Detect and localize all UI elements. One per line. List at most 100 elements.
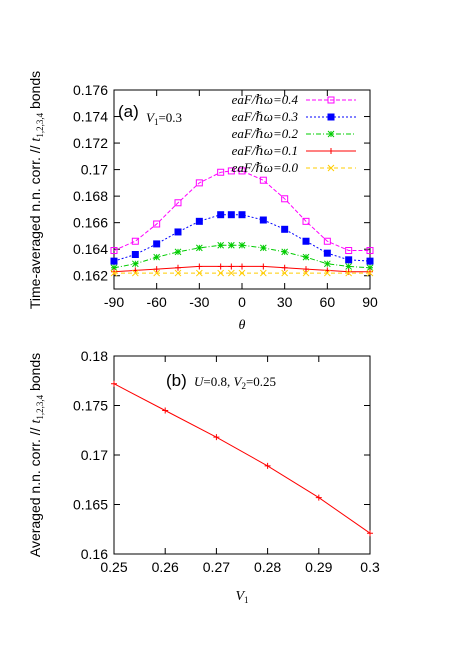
panel-a-series-0-point	[227, 167, 235, 175]
panel-a-series-3-point	[153, 266, 160, 273]
panel-a-series-3-point	[345, 268, 352, 275]
panel-a-xtick-label: 0	[238, 294, 246, 310]
panel-a-series-4-point	[131, 269, 139, 277]
panel-a-series-2-point	[227, 241, 235, 249]
panel-b-series-line-0	[113, 383, 371, 534]
panel-a-series-1-point	[302, 237, 310, 245]
panel-b-series-0-point	[111, 380, 117, 387]
panel-a-series-4-point	[366, 269, 374, 277]
panel-a-series	[110, 167, 374, 277]
panel-a-series-3-point	[303, 266, 309, 273]
panel-a-series-4-point	[217, 269, 225, 277]
panel-a-xtick-label: -60	[147, 294, 167, 310]
legend-label: eaF/ℏω=0.3	[232, 109, 299, 124]
panel-a-series-1-point	[174, 228, 182, 236]
panel-b-series-0-point	[264, 462, 271, 469]
panel-a-ylabel: Time-averaged n.n. corr. // t1,2,3,4 bon…	[27, 71, 45, 309]
panel-a-xlabel: θ	[239, 318, 246, 333]
panel-a-series-2-point	[259, 244, 267, 252]
panel-a-series-4-point	[259, 269, 267, 277]
panel-a-series-line-2	[113, 244, 371, 269]
panel-b-label: (b)	[166, 371, 187, 390]
panel-b-xtick-label: 0.26	[152, 559, 179, 575]
panel-b-ylabel: Averaged n.n. corr. // t1,2,3,4 bonds	[27, 353, 45, 557]
legend-label: eaF/ℏω=0.0	[232, 160, 299, 175]
legend-label: eaF/ℏω=0.2	[232, 126, 299, 141]
panel-a-series-1-point	[366, 257, 374, 265]
panel-a-series-0-point	[195, 179, 203, 187]
panel-a-series-4-point	[323, 269, 331, 277]
panel-a-xtick-label: 30	[277, 294, 293, 310]
panel-a-series-1-point	[259, 216, 267, 224]
panel-a-series-2-point	[366, 264, 374, 272]
panel-a-ytick-label: 0.166	[73, 215, 108, 231]
panel-b-xtick-label: 0.27	[203, 559, 230, 575]
panel-a-ytick-label: 0.162	[73, 268, 108, 284]
panel-b-xtick-label: 0.3	[360, 559, 380, 575]
panel-b-series-0-point	[367, 530, 373, 537]
panel-a-series-0-point	[174, 199, 182, 207]
panel-a-series-1-point	[195, 217, 203, 225]
panel-a-series-line-3	[113, 265, 370, 273]
panel-a-series-line-1	[113, 214, 371, 262]
panel-a-series-3-point	[239, 263, 245, 270]
panel-a-series-0-point	[281, 195, 289, 203]
panel-a-xtick-label: 60	[320, 294, 336, 310]
panel-a-series-4-point	[345, 269, 353, 277]
panel-b-ytick-label: 0.165	[73, 497, 108, 513]
panel-a-series-4-point	[195, 269, 203, 277]
panel-b-ytick-label: 0.175	[73, 398, 108, 414]
panel-a-series-3-point	[217, 263, 224, 270]
panel-a-series-4-point	[302, 269, 310, 277]
panel-a: 0.162 0.164 0.166 0.168 0.17 0.172 0.174 0.176 -…	[27, 71, 378, 333]
panel-a-xtick-label: -90	[104, 294, 124, 310]
legend-marker	[327, 96, 335, 104]
panel-a-series-1-point	[153, 240, 161, 248]
legend-marker	[327, 164, 335, 172]
panel-a-series-2-point	[174, 248, 182, 256]
legend-marker	[327, 113, 335, 121]
panel-b-xtick-label: 0.28	[254, 559, 281, 575]
panel-b-ytick-label: 0.17	[81, 447, 108, 463]
panel-b-series-0-point	[162, 407, 169, 414]
panel-a-xtick-label: 90	[362, 294, 378, 310]
panel-a-series-1-point	[238, 211, 246, 219]
panel-a-ytick-label: 0.174	[73, 109, 108, 125]
panel-a-series-0-point	[110, 247, 118, 255]
panel-a-series-0-point	[131, 237, 139, 245]
panel-a-series-3-point	[175, 264, 181, 271]
panel-a-series-4-point	[281, 269, 289, 277]
panel-b-series-0-point	[315, 494, 322, 501]
panel-a-series-0-point	[302, 217, 310, 225]
panel-b-xlabel: V1	[235, 589, 248, 605]
panel-b-annotation: U=0.8, V2=0.25	[194, 374, 276, 391]
panel-a-series-2-point	[345, 263, 353, 270]
legend-label: eaF/ℏω=0.1	[232, 143, 298, 158]
panel-a-series-2-point	[323, 260, 331, 268]
panel-a-series-3-point	[281, 264, 288, 271]
legend-label: eaF/ℏω=0.4	[232, 92, 299, 107]
panel-a-series-0-point	[238, 167, 246, 175]
panel-a-series-1-point	[131, 251, 139, 259]
panel-a-series-0-point	[366, 247, 374, 255]
panel-a-ytick-label: 0.164	[73, 241, 108, 257]
panel-b: 0.16 0.165 0.17 0.175 0.18 0.25 0.26 0.27 0.28 0.…	[27, 348, 380, 605]
panel-a-ytick-label: 0.17	[81, 162, 108, 178]
panel-a-series-2-point	[238, 241, 246, 249]
panel-a-series-0-point	[345, 247, 353, 255]
panel-a-series-2-point	[217, 241, 225, 249]
panel-a-legend: eaF/ℏω=0.4 eaF/ℏω=0.3 eaF/ℏω=0.2 eaF/ℏω=0.1…	[232, 92, 356, 175]
panel-a-series-3-point	[196, 263, 203, 270]
panel-a-series-4-point	[153, 269, 161, 277]
panel-b-ytick-label: 0.16	[81, 546, 108, 562]
panel-a-series-3-point	[228, 263, 235, 270]
panel-a-ytick-label: 0.176	[73, 82, 108, 98]
panel-a-series-1-point	[345, 256, 353, 264]
panel-a-xtick-label: -30	[189, 294, 209, 310]
panel-a-ytick-label: 0.172	[73, 135, 108, 151]
panel-a-series-2-point	[110, 264, 118, 272]
panel-a-series-2-point	[153, 253, 161, 261]
panel-a-series-2-point	[302, 253, 310, 261]
panel-a-series-2-point	[195, 244, 203, 252]
